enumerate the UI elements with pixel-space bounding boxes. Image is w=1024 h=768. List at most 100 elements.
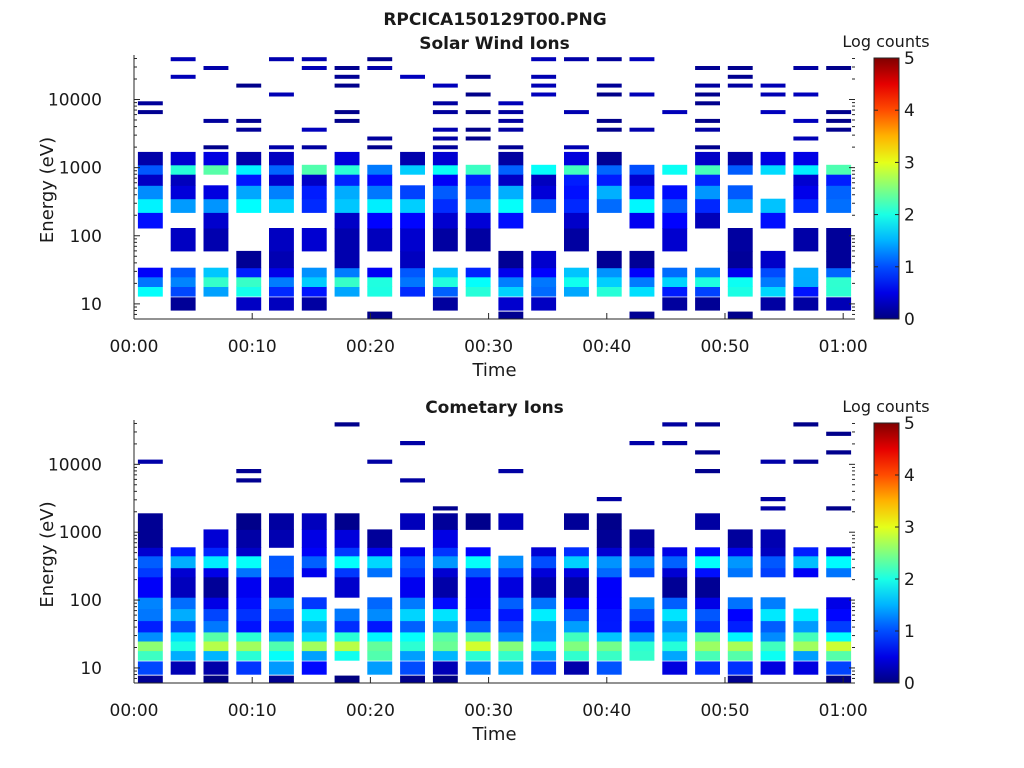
heatmap-cell (367, 185, 393, 200)
heatmap-cell (596, 276, 622, 287)
heatmap-cell (662, 185, 688, 200)
heatmap-cell (301, 631, 327, 642)
heatmap-cell (236, 297, 262, 311)
heatmap-cell (203, 286, 229, 297)
heatmap-cell (695, 513, 720, 530)
heatmap-cell (400, 267, 425, 278)
heatmap-cell (367, 620, 393, 633)
heatmap-cell (170, 286, 196, 297)
heatmap-cell (629, 174, 655, 186)
heatmap-cell (301, 286, 327, 297)
heatmap-cell (170, 228, 196, 252)
heatmap-cell (170, 297, 196, 311)
heatmap-cell (236, 276, 262, 287)
heatmap-cell (564, 608, 589, 622)
heatmap-cell (727, 74, 753, 79)
heatmap-cell (203, 640, 229, 652)
heatmap-cell (465, 661, 491, 675)
heatmap-cell (269, 286, 294, 297)
heatmap-cell (400, 198, 425, 213)
heatmap-cell (662, 110, 688, 115)
heatmap-cell (269, 228, 294, 252)
heatmap-cell (826, 650, 852, 661)
heatmap-cell (334, 608, 360, 622)
heatmap-cell (498, 276, 524, 287)
heatmap-cell (695, 422, 720, 427)
panel-title: Solar Wind Ions (419, 34, 570, 54)
heatmap-cell (695, 185, 720, 200)
heatmap-cell (760, 631, 786, 642)
heatmap-cell (334, 567, 360, 578)
heatmap-cell (531, 650, 557, 661)
heatmap-cell (564, 650, 589, 661)
heatmap-cell (826, 661, 852, 675)
heatmap-cell (596, 83, 622, 88)
heatmap-cell (629, 127, 655, 132)
heatmap-cell (203, 276, 229, 287)
heatmap-cell (400, 640, 425, 652)
heatmap-cell (662, 441, 688, 446)
heatmap-cell (793, 286, 819, 297)
heatmap-cell (564, 286, 589, 297)
heatmap-cell (203, 151, 229, 166)
heatmap-cell (236, 608, 262, 622)
heatmap-cell (170, 174, 196, 186)
heatmap-cell (793, 631, 819, 642)
heatmap-cell (367, 145, 393, 150)
heatmap-cell (137, 631, 163, 642)
heatmap-cell (432, 198, 458, 213)
heatmap-cell (727, 267, 753, 278)
heatmap-cell (334, 185, 360, 200)
heatmap-cell (662, 597, 688, 610)
heatmap-cell (564, 597, 589, 610)
heatmap-cell (727, 555, 753, 569)
heatmap-cell (170, 57, 196, 62)
heatmap-cell (564, 267, 589, 278)
heatmap-cell (170, 608, 196, 622)
y-tick-label: 10 (80, 659, 102, 679)
colorbar-tick-label: 4 (904, 466, 915, 486)
heatmap-cell (629, 250, 655, 269)
heatmap-cell (760, 151, 786, 166)
heatmap-cell (269, 185, 294, 200)
heatmap-cell (432, 506, 458, 511)
heatmap-cell (564, 151, 589, 166)
x-tick-label: 00:10 (228, 701, 277, 721)
heatmap-cell (793, 136, 819, 141)
heatmap-cell (629, 631, 655, 642)
heatmap-cell (662, 640, 688, 652)
heatmap-cell (203, 650, 229, 661)
heatmap-cell (793, 459, 819, 464)
heatmap-cell (432, 513, 458, 530)
heatmap-cell (629, 164, 655, 175)
heatmap-cell (826, 110, 852, 115)
heatmap-cell (432, 567, 458, 578)
heatmap-cell (596, 597, 622, 610)
heatmap-cell (465, 92, 491, 97)
heatmap-cell (826, 297, 852, 311)
heatmap-cell (531, 198, 557, 213)
heatmap-cell (367, 66, 393, 70)
heatmap-cell (400, 478, 425, 483)
heatmap-cell (760, 620, 786, 633)
heatmap-cell (203, 267, 229, 278)
y-tick-label: 1000 (59, 523, 102, 543)
heatmap-cell (760, 661, 786, 675)
heatmap-cell (629, 92, 655, 97)
heatmap-cell (170, 650, 196, 661)
heatmap-cell (662, 164, 688, 175)
heatmap-cell (432, 555, 458, 569)
heatmap-cell (465, 164, 491, 175)
heatmap-cell (465, 513, 491, 530)
heatmap-cell (629, 555, 655, 569)
heatmap-cell (367, 597, 393, 610)
heatmap-cell (498, 286, 524, 297)
heatmap-cell (826, 547, 852, 557)
heatmap-cell (695, 267, 720, 278)
heatmap-cell (498, 620, 524, 633)
heatmap-cell (596, 250, 622, 269)
heatmap-cell (531, 620, 557, 633)
heatmap-cell (367, 198, 393, 213)
heatmap-cell (826, 198, 852, 213)
heatmap-cell (662, 567, 688, 578)
